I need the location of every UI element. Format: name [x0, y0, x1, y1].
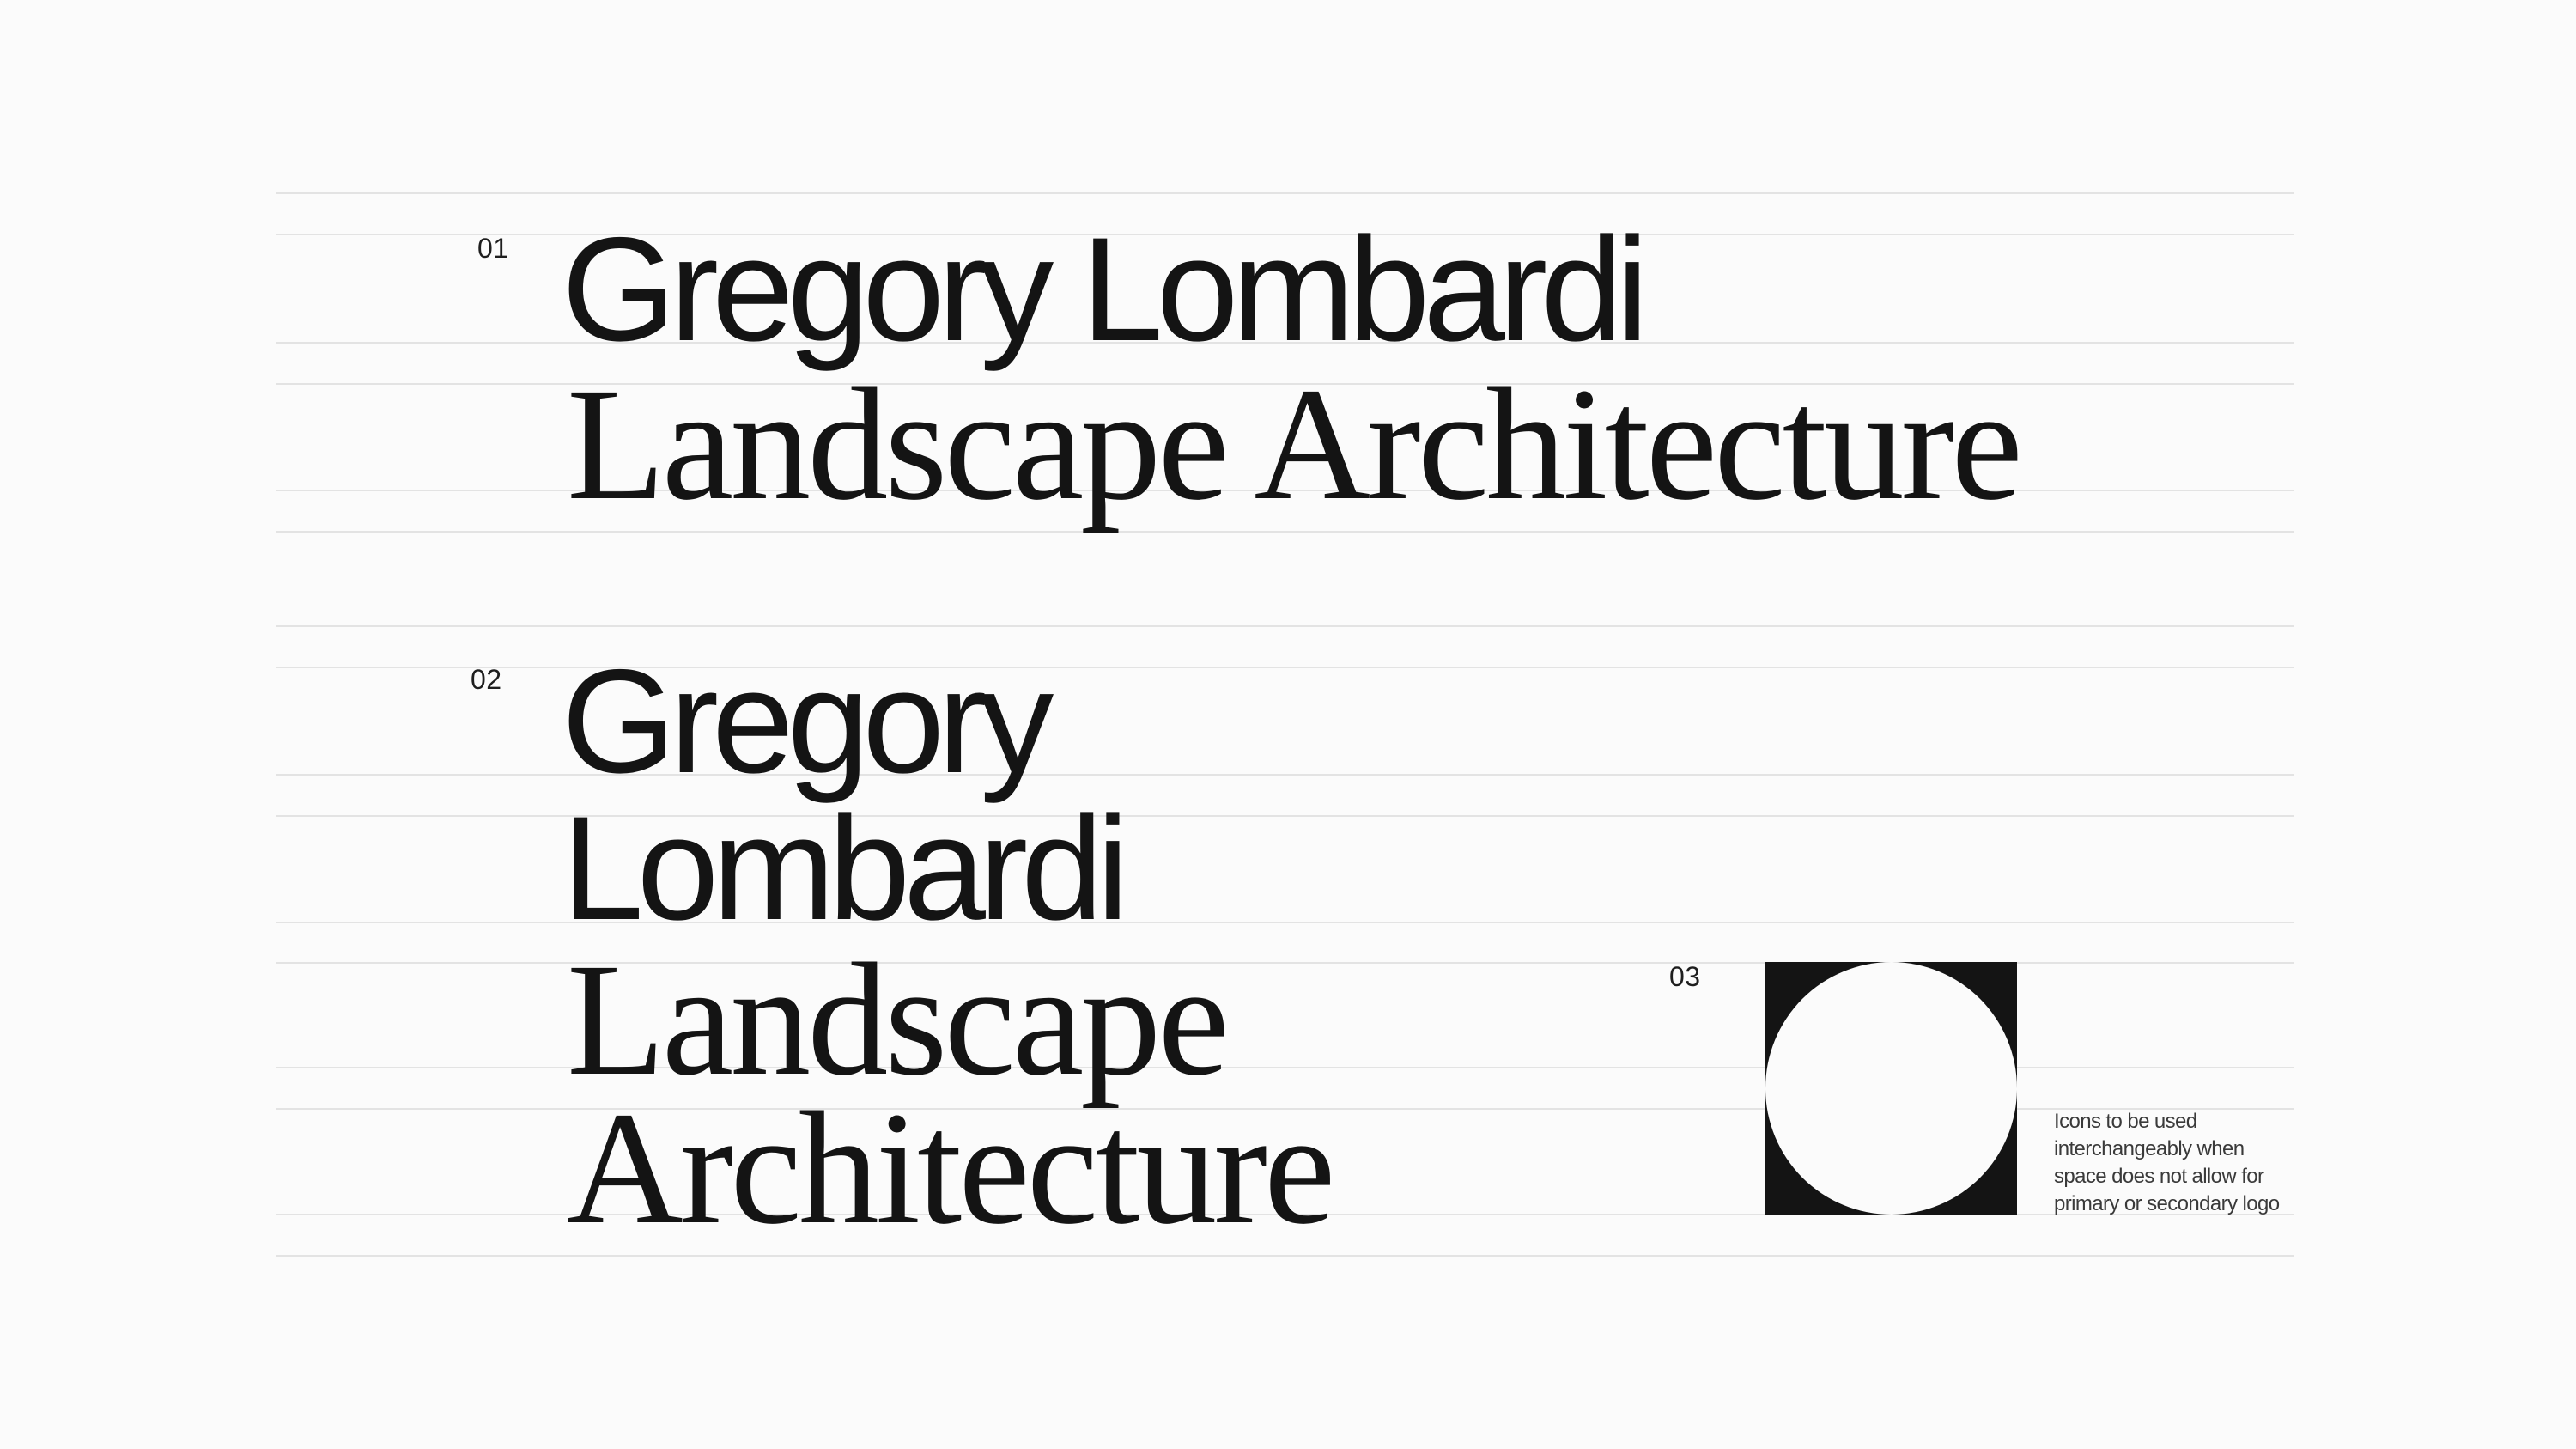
logo-wordmark-name: Gregory Lombardi: [562, 207, 1649, 372]
logo-wordmark-descriptor: Landscape Architecture: [567, 354, 2023, 533]
grid-rule: [276, 234, 2294, 235]
grid-rule: [276, 1108, 2294, 1110]
grid-rule: [276, 490, 2294, 491]
grid-rule: [276, 1067, 2294, 1068]
note-line: Icons to be used: [2054, 1110, 2197, 1133]
section-number: 01: [477, 233, 509, 264]
note-line: space does not allow for: [2054, 1165, 2264, 1188]
grid-rule: [276, 1255, 2294, 1257]
logo-icon-mark: [1765, 962, 2017, 1215]
grid-rule: [276, 531, 2294, 533]
grid-rule: [276, 667, 2294, 668]
logo-stacked-line-1: Gregory: [562, 639, 1054, 804]
logo-stacked-line-3: Landscape: [567, 929, 1230, 1109]
logo-stacked-line-4: Architecture: [567, 1078, 1335, 1257]
grid-rule: [276, 774, 2294, 776]
section-number: 03: [1669, 961, 1701, 992]
circle-icon: [1765, 962, 2017, 1215]
grid-rule: [276, 625, 2294, 627]
section-number: 02: [471, 664, 502, 695]
grid-rule: [276, 192, 2294, 194]
grid-rule: [276, 342, 2294, 344]
grid-rule: [276, 383, 2294, 385]
logo-stacked-line-2: Lombardi: [562, 786, 1129, 951]
grid-rule: [276, 922, 2294, 923]
note-line: primary or secondary logo: [2054, 1192, 2280, 1215]
note-line: interchangeably when: [2054, 1137, 2245, 1160]
grid-rule: [276, 1214, 2294, 1215]
grid-rule: [276, 962, 2294, 964]
icon-usage-note: Icons to be used interchangeably when sp…: [2054, 1108, 2312, 1218]
grid-rule: [276, 815, 2294, 817]
